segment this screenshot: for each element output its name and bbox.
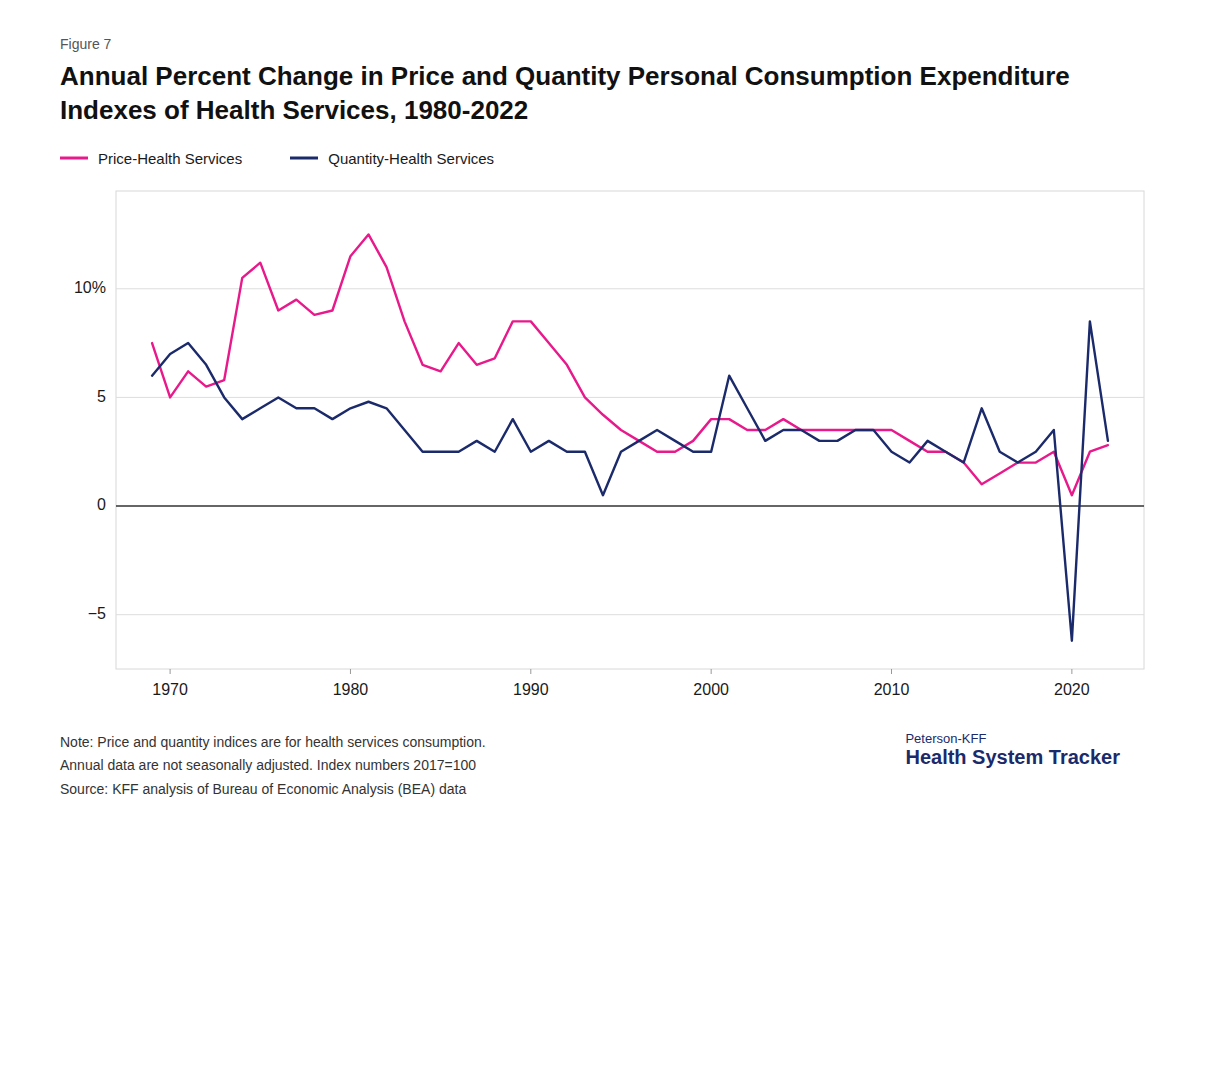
page: Figure 7 Annual Percent Change in Price … <box>0 0 1220 802</box>
x-tick <box>350 669 351 674</box>
x-tick-label: 2020 <box>1054 681 1090 698</box>
branding: Peterson-KFFHealth System Tracker <box>905 731 1160 769</box>
y-tick-label: 10% <box>74 279 106 296</box>
zero-line <box>116 505 1144 506</box>
grid-line <box>116 397 1144 398</box>
x-tick <box>1071 669 1072 674</box>
title: Annual Percent Change in Price and Quant… <box>60 60 1160 128</box>
legend: Price-Health Services Quantity-Health Ser… <box>60 150 1160 167</box>
annotation: Figure 7 <box>60 36 1160 52</box>
plot-frame <box>116 191 1144 669</box>
legend-swatch-line <box>290 157 318 160</box>
legend-swatch <box>60 153 88 163</box>
y-tick-label: 0 <box>97 496 106 513</box>
legend-label: Quantity-Health Services <box>328 150 494 167</box>
y-tick-label: 5 <box>97 387 106 404</box>
footer: Note: Price and quantity indices are for… <box>60 731 1160 802</box>
x-tick-label: 1970 <box>152 681 188 698</box>
x-tick-label: 1980 <box>333 681 369 698</box>
legend-item: Price-Health Services <box>60 150 242 167</box>
grid-line <box>116 614 1144 615</box>
x-tick <box>530 669 531 674</box>
series-line <box>152 321 1108 640</box>
chart: −5 0 5 10% 1970 1980 1990 2000 2010 2020 <box>60 179 1160 709</box>
branding-text: Health System Tracker <box>905 746 1120 769</box>
legend-swatch <box>290 153 318 163</box>
x-tick <box>170 669 171 674</box>
note: Note: Price and quantity indices are for… <box>60 731 486 755</box>
x-tick <box>711 669 712 674</box>
legend-item: Quantity-Health Services <box>290 150 494 167</box>
plot-lines <box>152 234 1108 640</box>
note: Source: KFF analysis of Bureau of Econom… <box>60 778 486 802</box>
y-tick-label: −5 <box>88 604 106 621</box>
x-tick-label: 2000 <box>693 681 729 698</box>
x-tick <box>891 669 892 674</box>
figure-label: Figure 7 <box>60 36 1160 52</box>
notes: Note: Price and quantity indices are for… <box>60 731 486 802</box>
chart-area: −5 0 5 10% 1970 1980 1990 2000 2010 2020 <box>60 179 1160 713</box>
x-tick-label: 1990 <box>513 681 549 698</box>
note: Annual data are not seasonally adjusted.… <box>60 754 486 778</box>
legend-label: Price-Health Services <box>98 150 242 167</box>
branding-text: Peterson-KFF <box>905 731 1120 746</box>
x-tick-label: 2010 <box>874 681 910 698</box>
legend-swatch-line <box>60 157 88 160</box>
